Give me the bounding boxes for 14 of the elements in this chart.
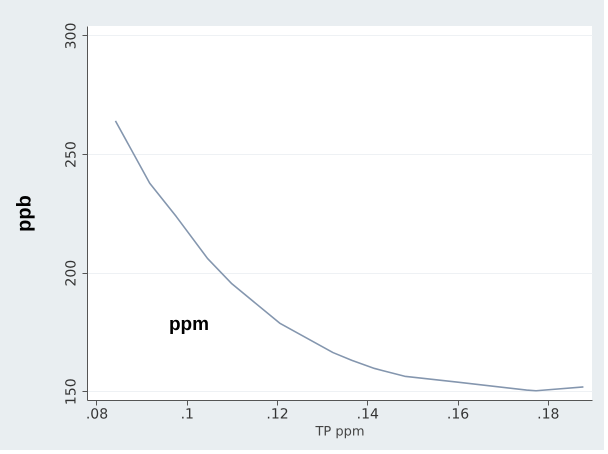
x-tick-label: .1 — [180, 406, 194, 422]
x-tick-label: .14 — [356, 406, 379, 422]
x-tick-label: .18 — [537, 406, 560, 422]
line-series — [114, 120, 584, 392]
annotation: ppm — [168, 314, 210, 335]
x-tick-label: .08 — [86, 406, 108, 422]
y-axis-title: ppb — [14, 195, 36, 232]
x-axis-title: TP ppm — [314, 424, 365, 440]
y-tick-label: 200 — [64, 260, 80, 287]
y-tick-label: 300 — [64, 22, 80, 50]
x-tick-label: .12 — [266, 406, 289, 422]
y-tick-label: 250 — [64, 141, 80, 168]
x-tick-label: .16 — [446, 406, 470, 422]
y-tick-label: 150 — [64, 378, 80, 406]
